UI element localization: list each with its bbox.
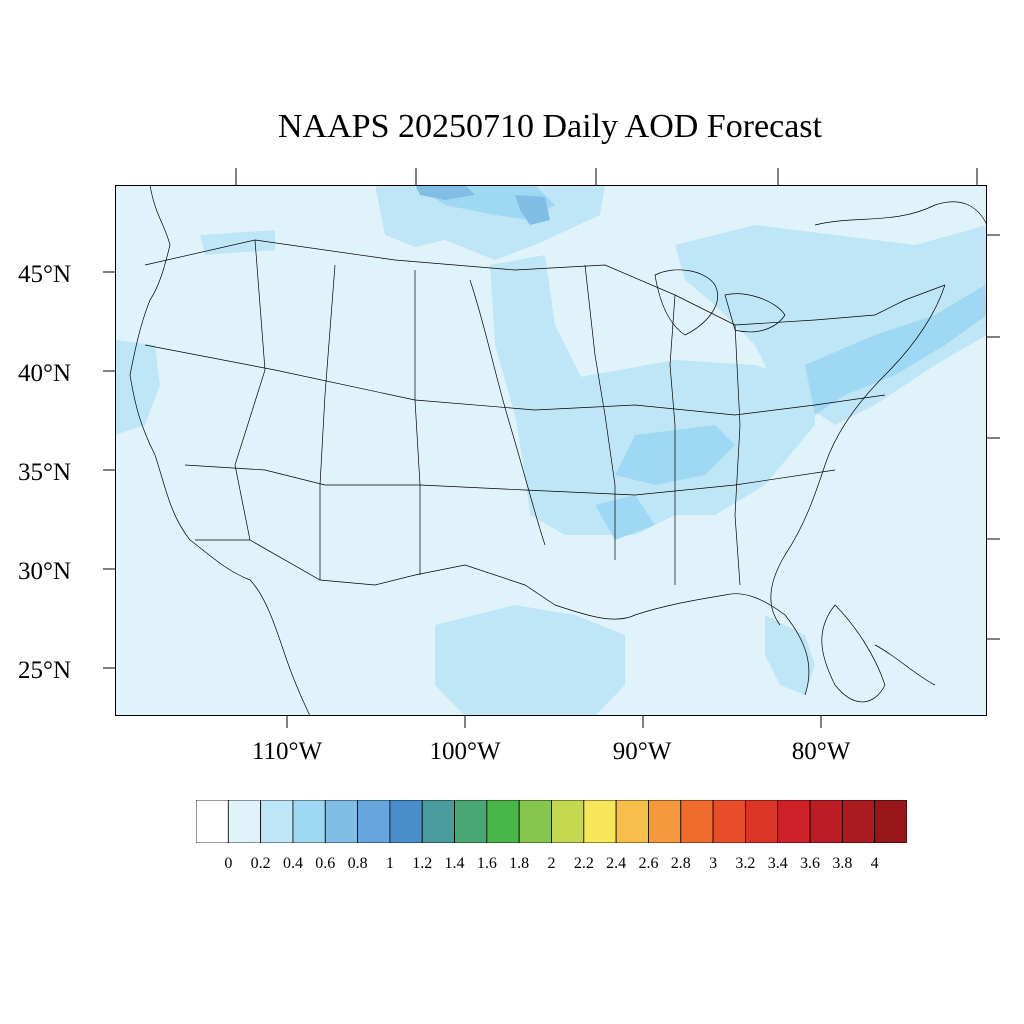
- colorbar-swatch: [745, 799, 779, 844]
- lon-label-80w: 80°W: [791, 738, 851, 765]
- boundary-line-9: [669, 294, 676, 585]
- aod-peak-field: [415, 185, 550, 225]
- colorbar-swatches: [195, 799, 908, 844]
- colorbar-tick-label: 3.6: [800, 855, 821, 872]
- colorbar-tick-label: 4: [870, 855, 879, 872]
- colorbar-swatch: [518, 799, 552, 844]
- great-lakes-outline: [654, 269, 718, 336]
- east-coastline: [770, 284, 946, 626]
- lat-label-30: 30°N: [18, 558, 72, 585]
- colorbar-tick-label: 1.2: [412, 855, 433, 872]
- aod-map-canvas: [115, 185, 987, 716]
- boundary-line-1: [469, 279, 546, 546]
- colorbar-swatch: [777, 799, 811, 844]
- colorbar-swatch: [712, 799, 746, 844]
- colorbar-tick-label: 2.4: [606, 855, 627, 872]
- colorbar-tick-label: 1: [385, 855, 394, 872]
- colorbar-tick-label: 3: [709, 855, 718, 872]
- florida-outline: [821, 604, 886, 703]
- colorbar-swatch: [195, 799, 229, 844]
- canada-coastline: [814, 201, 987, 226]
- map-title: NAAPS 20250710 Daily AOD Forecast: [278, 108, 822, 145]
- colorbar-swatch: [680, 799, 714, 844]
- colorbar-swatch: [324, 799, 358, 844]
- colorbar-swatch: [454, 799, 488, 844]
- boundary-line-3: [319, 264, 336, 580]
- west-coastline: [129, 185, 311, 716]
- colorbar-tick-label: 0.8: [347, 855, 368, 872]
- colorbar-tick-label: 3.2: [735, 855, 756, 872]
- colorbar-swatch: [292, 799, 326, 844]
- colorbar-swatch: [809, 799, 843, 844]
- colorbar-swatch: [421, 799, 455, 844]
- lat-label-45: 45°N: [18, 261, 72, 288]
- colorbar-swatch: [389, 799, 423, 844]
- colorbar-tick-label: 1.4: [444, 855, 465, 872]
- colorbar-tick-label: 0.6: [315, 855, 336, 872]
- colorbar-swatch: [615, 799, 649, 844]
- boundary-line-2: [234, 239, 266, 541]
- lake-erie-outline: [724, 293, 786, 333]
- colorbar-tick-label: 3.4: [767, 855, 788, 872]
- lat-label-40: 40°N: [18, 360, 72, 387]
- colorbar-tick-label: 2: [547, 855, 556, 872]
- boundaries: [129, 185, 987, 716]
- lon-label-110w: 110°W: [251, 738, 323, 765]
- colorbar-swatch: [841, 799, 876, 844]
- lat-label-35: 35°N: [18, 459, 72, 486]
- colorbar-swatch: [874, 799, 908, 844]
- colorbar-tick-label: 2.8: [670, 855, 691, 872]
- colorbar-tick-label: 1.8: [509, 855, 530, 872]
- boundary-line-10: [734, 324, 741, 586]
- gulf-coastline: [554, 593, 810, 696]
- caribbean-islands: [874, 644, 936, 686]
- boundary-line-7: [195, 539, 556, 606]
- aod-colorbar: [195, 799, 908, 844]
- colorbar-swatch: [227, 799, 262, 844]
- colorbar-tick-label: 0.2: [250, 855, 271, 872]
- colorbar-swatch: [648, 799, 682, 844]
- aod-moderate-field: [115, 185, 987, 716]
- boundary-line-5: [144, 344, 886, 416]
- colorbar-tick-label: 2.6: [638, 855, 659, 872]
- boundary-line-4: [414, 270, 421, 575]
- lon-label-90w: 90°W: [612, 738, 672, 765]
- colorbar-swatch: [486, 799, 520, 844]
- colorbar-tick-label: 1.6: [476, 855, 497, 872]
- lat-label-25: 25°N: [18, 657, 72, 684]
- colorbar-tick-label: 0.4: [282, 855, 303, 872]
- lon-label-100w: 100°W: [429, 738, 501, 765]
- aod-map: [115, 185, 987, 716]
- colorbar-swatch: [357, 799, 391, 844]
- colorbar-tick-label: 0: [224, 855, 233, 872]
- colorbar-tick-label: 3.8: [832, 855, 853, 872]
- map-border: [115, 185, 987, 716]
- colorbar-swatch: [551, 799, 585, 844]
- boundary-line-6: [184, 464, 836, 496]
- colorbar-swatch: [583, 799, 617, 844]
- colorbar-tick-label: 2.2: [573, 855, 594, 872]
- colorbar-swatch: [260, 799, 294, 844]
- boundary-line-8: [584, 264, 616, 560]
